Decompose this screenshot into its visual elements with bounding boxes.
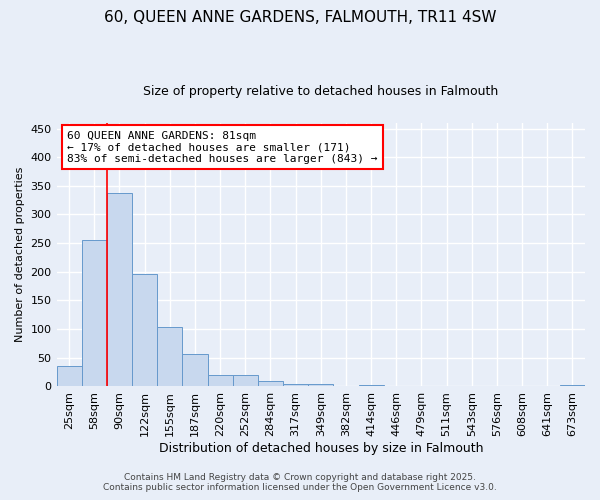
Bar xyxy=(107,192,132,386)
Bar xyxy=(208,375,233,386)
Bar xyxy=(182,354,208,386)
Text: 60, QUEEN ANNE GARDENS, FALMOUTH, TR11 4SW: 60, QUEEN ANNE GARDENS, FALMOUTH, TR11 4… xyxy=(104,10,496,25)
Bar xyxy=(56,366,82,386)
Bar xyxy=(359,384,383,386)
Text: 60 QUEEN ANNE GARDENS: 81sqm
← 17% of detached houses are smaller (171)
83% of s: 60 QUEEN ANNE GARDENS: 81sqm ← 17% of de… xyxy=(67,130,377,164)
Title: Size of property relative to detached houses in Falmouth: Size of property relative to detached ho… xyxy=(143,85,499,98)
Y-axis label: Number of detached properties: Number of detached properties xyxy=(15,167,25,342)
X-axis label: Distribution of detached houses by size in Falmouth: Distribution of detached houses by size … xyxy=(158,442,483,455)
Bar xyxy=(157,327,182,386)
Bar xyxy=(233,375,258,386)
Bar xyxy=(560,384,585,386)
Bar xyxy=(308,384,334,386)
Bar xyxy=(82,240,107,386)
Bar xyxy=(283,384,308,386)
Text: Contains HM Land Registry data © Crown copyright and database right 2025.
Contai: Contains HM Land Registry data © Crown c… xyxy=(103,473,497,492)
Bar xyxy=(132,274,157,386)
Bar xyxy=(258,382,283,386)
